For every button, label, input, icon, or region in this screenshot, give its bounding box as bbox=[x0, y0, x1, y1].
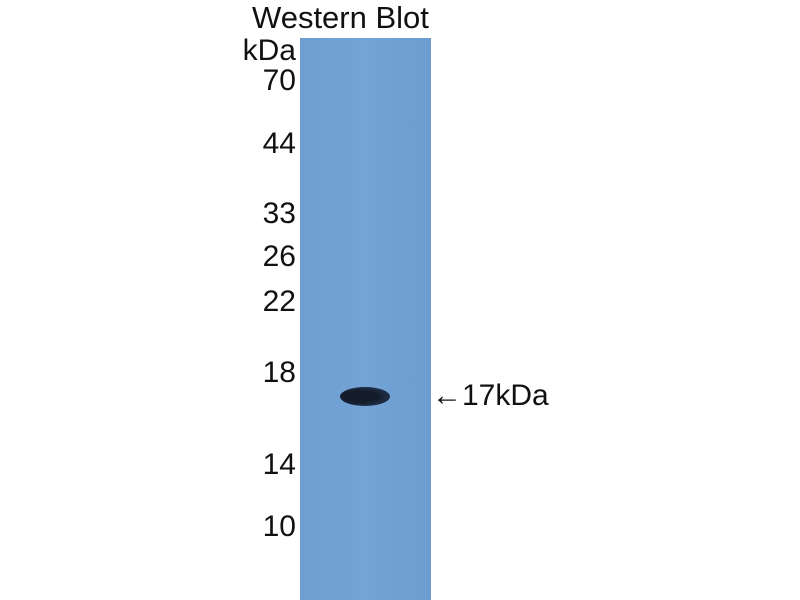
marker-label: 44 bbox=[262, 127, 296, 160]
band-annotation: ←17kDa bbox=[432, 379, 549, 412]
marker-label: 14 bbox=[262, 448, 296, 481]
unit-label: kDa bbox=[242, 34, 296, 67]
protein-band bbox=[340, 387, 390, 406]
marker-label: 33 bbox=[262, 197, 296, 230]
figure-title: Western Blot bbox=[252, 0, 429, 35]
marker-label: 70 bbox=[262, 64, 296, 97]
marker-label: 18 bbox=[262, 356, 296, 389]
marker-label: 10 bbox=[262, 510, 296, 543]
blot-membrane bbox=[300, 38, 431, 600]
marker-label: 26 bbox=[262, 240, 296, 273]
marker-label: 22 bbox=[262, 285, 296, 318]
